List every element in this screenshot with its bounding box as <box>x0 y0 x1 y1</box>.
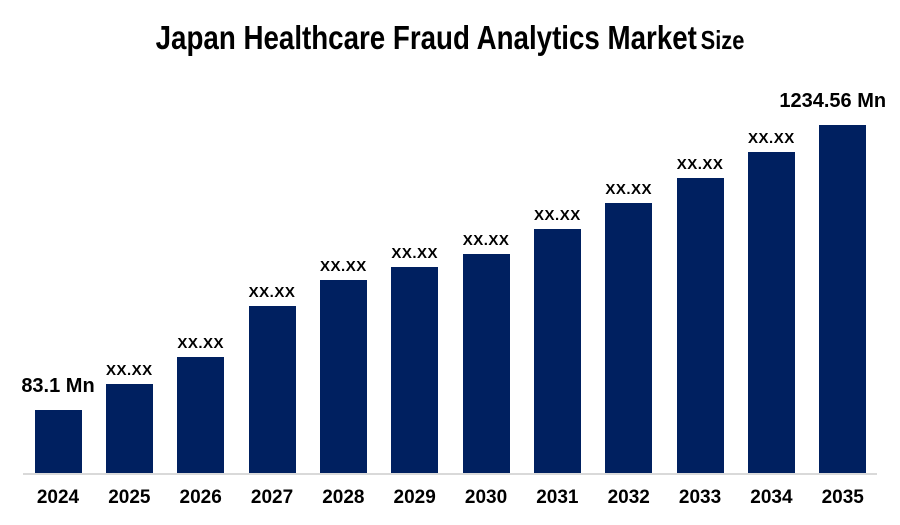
x-axis-label-2031: 2031 <box>536 487 579 508</box>
bar-value-label-2034: XX.XX <box>748 130 795 147</box>
chart-title-main: Japan Healthcare Fraud Analytics Market <box>155 19 697 56</box>
bar-value-label-2027: XX.XX <box>248 284 296 301</box>
x-axis-label-2025: 2025 <box>108 487 151 508</box>
bar-2034 <box>747 152 795 473</box>
bar-value-label-2032: XX.XX <box>605 181 653 198</box>
bar-value-label-2033: XX.XX <box>676 156 724 173</box>
bar-2030 <box>462 254 510 473</box>
x-axis-label-2034: 2034 <box>750 487 793 508</box>
bar-2033 <box>676 178 724 473</box>
x-axis-label-2035: 2035 <box>821 487 864 508</box>
bar-2035 <box>819 125 867 473</box>
bar-2027 <box>248 306 296 473</box>
bar-value-label-2024: 83.1 Mn <box>21 375 95 397</box>
bar-2029 <box>391 267 439 473</box>
chart-title: Japan Healthcare Fraud Analytics Market … <box>72 19 828 56</box>
x-axis-label-2024: 2024 <box>36 487 80 508</box>
bar-value-label-2026: XX.XX <box>177 335 225 352</box>
x-axis-label-2026: 2026 <box>179 487 222 508</box>
bar-value-label-2025: XX.XX <box>105 362 153 379</box>
bar-2026 <box>177 357 225 473</box>
bar-value-label-2029: XX.XX <box>391 245 439 262</box>
x-axis-label-2027: 2027 <box>250 487 294 508</box>
bar-2032 <box>605 203 653 473</box>
x-axis-label-2030: 2030 <box>464 487 508 508</box>
x-axis-label-2033: 2033 <box>678 487 722 508</box>
bar-value-label-2035: 1234.56 Mn <box>779 90 887 112</box>
bar-2028 <box>319 280 367 473</box>
bar-2024 <box>34 410 82 473</box>
x-axis-label-2029: 2029 <box>393 487 436 508</box>
x-axis-label-2028: 2028 <box>322 487 365 508</box>
chart-title-suffix: Size <box>700 25 745 55</box>
bar-2025 <box>105 384 153 473</box>
bar-value-label-2031: XX.XX <box>534 207 581 224</box>
bar-2031 <box>533 229 581 473</box>
x-axis-label-2032: 2032 <box>607 487 650 508</box>
bar-value-label-2028: XX.XX <box>320 258 367 275</box>
bar-value-label-2030: XX.XX <box>462 232 510 249</box>
x-axis-line <box>23 473 877 475</box>
